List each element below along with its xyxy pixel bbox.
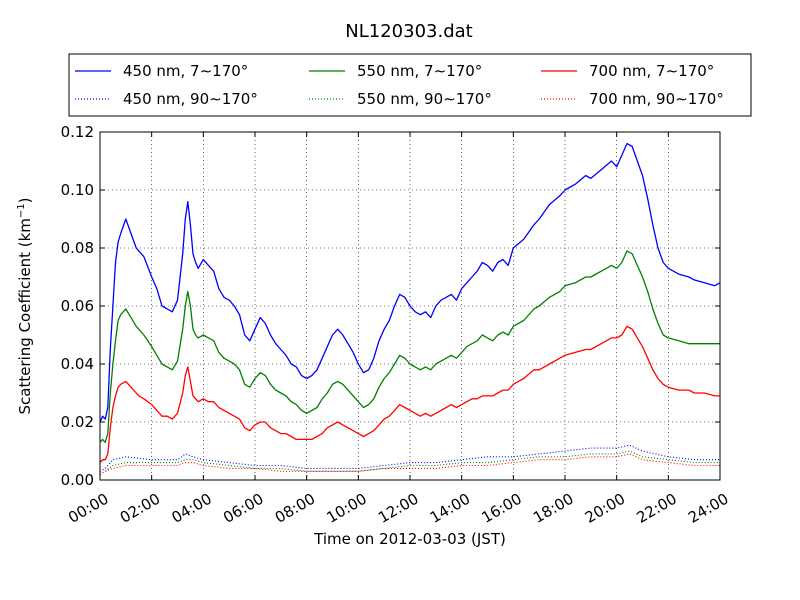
- chart-title: NL120303.dat: [345, 21, 472, 42]
- series-lines: [99, 142, 721, 475]
- y-tick-label: 0.00: [61, 471, 94, 489]
- x-tick-label: 14:00: [427, 490, 473, 527]
- series-line-700-nm-7-170-: [99, 325, 720, 464]
- legend-label: 700 nm, 7∼170°: [589, 62, 714, 80]
- legend-label: 450 nm, 90∼170°: [123, 90, 258, 108]
- y-axis-label-exponent: −1: [16, 203, 27, 218]
- series-line-450-nm-7-170-: [99, 142, 721, 423]
- x-tick-label: 12:00: [375, 490, 421, 527]
- y-tick-label: 0.08: [61, 239, 94, 257]
- series-line-550-nm-7-170-: [99, 250, 720, 443]
- x-tick-label: 16:00: [478, 490, 524, 527]
- x-tick-label: 08:00: [272, 490, 318, 527]
- series-line-450-nm-90-170-: [99, 444, 720, 472]
- legend-box: [68, 53, 752, 117]
- x-axis-label: Time on 2012-03-03 (JST): [313, 530, 506, 548]
- legend-label: 450 nm, 7∼170°: [123, 62, 248, 80]
- y-axis-label-prefix: Scattering Coefficient (km: [16, 218, 34, 414]
- x-tick-label: 04:00: [168, 490, 214, 527]
- series-line-700-nm-90-170-: [99, 453, 720, 475]
- x-tick-label: 24:00: [685, 490, 731, 527]
- legend-label: 550 nm, 90∼170°: [357, 90, 492, 108]
- y-tick-label: 0.12: [61, 123, 94, 141]
- x-tick-label: 02:00: [117, 490, 163, 527]
- y-axis-label: Scattering Coefficient (km−1): [16, 197, 34, 414]
- x-tick-label: 22:00: [633, 490, 679, 527]
- legend-label: 550 nm, 7∼170°: [357, 62, 482, 80]
- y-tick-label: 0.04: [61, 355, 94, 373]
- y-axis-label-suffix: ): [16, 197, 34, 203]
- x-tick-label: 06:00: [220, 490, 266, 527]
- y-axis: 0.00 0.02 0.04 0.06 0.08 0.10 0.12: [61, 123, 720, 489]
- x-tick-label: 20:00: [582, 490, 628, 527]
- x-tick-label: 10:00: [323, 490, 369, 527]
- y-tick-label: 0.06: [61, 297, 94, 315]
- y-tick-label: 0.02: [61, 413, 94, 431]
- y-tick-label: 0.10: [61, 181, 94, 199]
- legend-label: 700 nm, 90∼170°: [589, 90, 724, 108]
- x-tick-label: 18:00: [530, 490, 576, 527]
- legend: 450 nm, 7∼170° 550 nm, 7∼170° 700 nm, 7∼17…: [68, 53, 752, 117]
- grid-lines: [100, 132, 720, 480]
- x-tick-label: 00:00: [65, 490, 111, 527]
